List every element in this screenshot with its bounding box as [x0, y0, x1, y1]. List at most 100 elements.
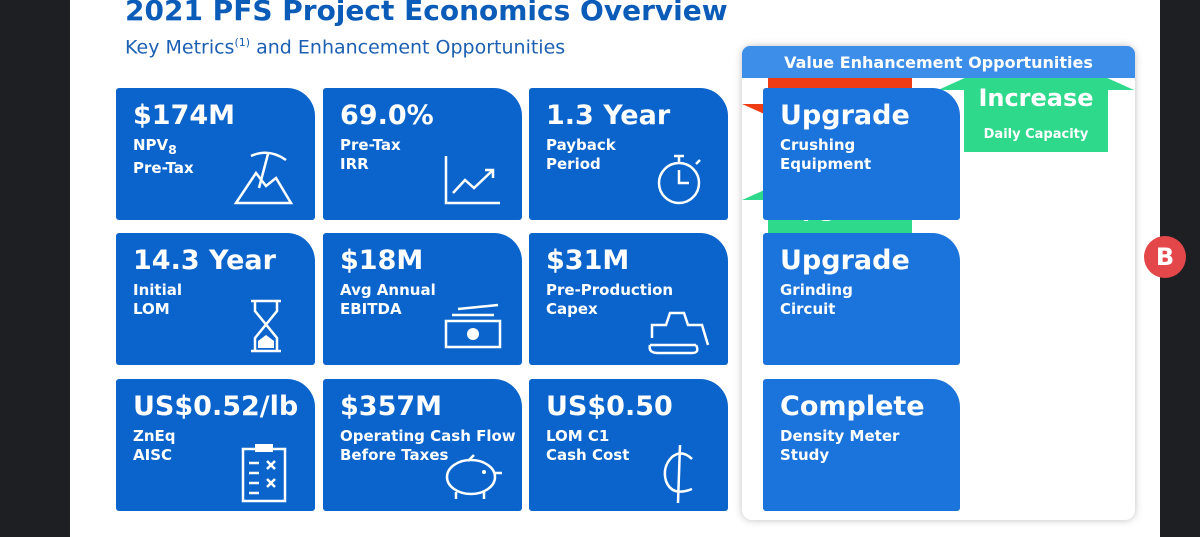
detail-line: Crushing: [780, 136, 856, 154]
metric-icon: [251, 299, 281, 353]
opportunity-detail: Density Meter Study: [780, 427, 899, 465]
label-line: Cash Cost: [546, 446, 630, 464]
title: 2021 PFS Project Economics Overview: [125, 0, 728, 27]
metric-label: Pre-Production Capex: [546, 281, 673, 319]
label-line: IRR: [340, 155, 369, 173]
icon-shape: [250, 151, 287, 189]
icon-shape: [663, 444, 693, 504]
metric-value: $18M: [340, 245, 424, 276]
opportunity-card: Upgrade Grinding Circuit: [763, 233, 960, 365]
metric-icon: [444, 303, 502, 349]
opportunity-detail: Grinding Circuit: [780, 281, 853, 319]
icon-shape: [648, 344, 699, 355]
metric-value: 69.0%: [340, 100, 434, 131]
label-line: ZnEq: [133, 427, 176, 445]
opportunity-card: Complete Density Meter Study: [763, 379, 960, 511]
metric-card: $174M NPV8 Pre-Tax: [116, 88, 315, 220]
icon-shape: [444, 156, 500, 205]
metric-value: $31M: [546, 245, 630, 276]
icon-shape: [255, 444, 273, 452]
label-line: NPV8: [133, 136, 177, 157]
metric-label: Initial LOM: [133, 281, 182, 319]
icon-shape: [444, 319, 502, 349]
metric-card: US$0.52/lb ZnEq AISC: [116, 379, 315, 511]
opportunity-action: Upgrade: [780, 100, 910, 131]
label-line: LOM C1: [546, 427, 610, 445]
metric-icon: [444, 156, 500, 205]
metric-icon: [233, 151, 294, 205]
opportunity-detail: Crushing Equipment: [780, 136, 871, 174]
icon-shape: [467, 328, 479, 340]
arrow-subtitle: Daily Capacity: [984, 127, 1089, 142]
metric-card: 14.3 Year Initial LOM: [116, 233, 315, 365]
detail-line: Equipment: [780, 155, 872, 173]
footnote-ref: (1): [234, 36, 251, 49]
metric-label: ZnEq AISC: [133, 427, 176, 465]
opportunity-card: Upgrade Crushing Equipment: [763, 88, 960, 220]
metric-value: 1.3 Year: [546, 100, 671, 131]
metric-icon: [445, 454, 502, 499]
metric-value: $174M: [133, 100, 236, 131]
icon-shape: [249, 460, 276, 495]
metric-card: 69.0% Pre-Tax IRR: [323, 88, 522, 220]
metric-icon: [241, 444, 287, 503]
detail-line: Grinding: [780, 281, 853, 299]
icon-shape: [650, 311, 710, 347]
icon-shape: [452, 303, 499, 317]
slide: 2021 PFS Project Economics Overview Key …: [70, 0, 1160, 537]
opportunity-action: Complete: [780, 391, 925, 422]
panel-title: Value Enhancement Opportunities: [742, 46, 1135, 78]
metric-label: LOM C1 Cash Cost: [546, 427, 629, 465]
subtitle-text: and Enhancement Opportunities: [256, 36, 566, 59]
label-line: Capex: [546, 300, 598, 318]
label-line: Pre-Production: [546, 281, 674, 299]
label-line: Period: [546, 155, 601, 173]
icon-shape: [258, 335, 274, 348]
icon-shape: [674, 154, 701, 185]
arrow-title: Increase: [978, 84, 1093, 112]
label-line: Pre-Tax: [133, 159, 194, 177]
subtitle: Key Metrics(1) and Enhancement Opportuni…: [125, 36, 565, 58]
metric-card: $31M Pre-Production Capex: [529, 233, 728, 365]
icon-shape: [454, 454, 502, 499]
metric-label: Avg Annual EBITDA: [340, 281, 436, 319]
label-line: Avg Annual: [340, 281, 436, 299]
label-line: LOM: [133, 300, 170, 318]
metric-label: NPV8 Pre-Tax: [133, 136, 194, 178]
metric-value: US$0.50: [546, 391, 673, 422]
metric-value: $357M: [340, 391, 443, 422]
metric-value: US$0.52/lb: [133, 391, 299, 422]
metric-icon: [657, 154, 701, 205]
metric-card: US$0.50 LOM C1 Cash Cost: [529, 379, 728, 511]
icon-shape: [233, 170, 294, 205]
metric-icon: [648, 311, 710, 355]
label-subscript: 8: [168, 142, 177, 157]
label-line: Operating Cash Flow: [340, 427, 516, 445]
label-line: EBITDA: [340, 300, 402, 318]
metric-label: Operating Cash Flow Before Taxes: [340, 427, 516, 465]
metric-card: $18M Avg Annual EBITDA: [323, 233, 522, 365]
detail-line: Density Meter: [780, 427, 900, 445]
metric-value: 14.3 Year: [133, 245, 276, 276]
metric-card: 1.3 Year Payback Period: [529, 88, 728, 220]
opportunity-action: Upgrade: [780, 245, 910, 276]
icon-shape: [445, 458, 497, 496]
metric-label: Payback Period: [546, 136, 616, 174]
subtitle-text: Key Metrics: [125, 36, 235, 59]
label-line: Initial: [133, 281, 182, 299]
icon-shape: [482, 470, 486, 474]
label-line: Before Taxes: [340, 446, 449, 464]
opportunities-panel: Value Enhancement Opportunities Upgrade C…: [742, 46, 1135, 520]
label-line: Pre-Tax: [340, 136, 401, 154]
label-line: AISC: [133, 446, 173, 464]
label-line: Payback: [546, 136, 616, 154]
metric-label: Pre-Tax IRR: [340, 136, 401, 174]
badge-button[interactable]: B: [1144, 236, 1186, 278]
metric-icon: [663, 444, 693, 504]
icon-shape: [251, 299, 281, 353]
detail-line: Study: [780, 446, 830, 464]
detail-line: Circuit: [780, 300, 836, 318]
metric-card: $357M Operating Cash Flow Before Taxes: [323, 379, 522, 511]
